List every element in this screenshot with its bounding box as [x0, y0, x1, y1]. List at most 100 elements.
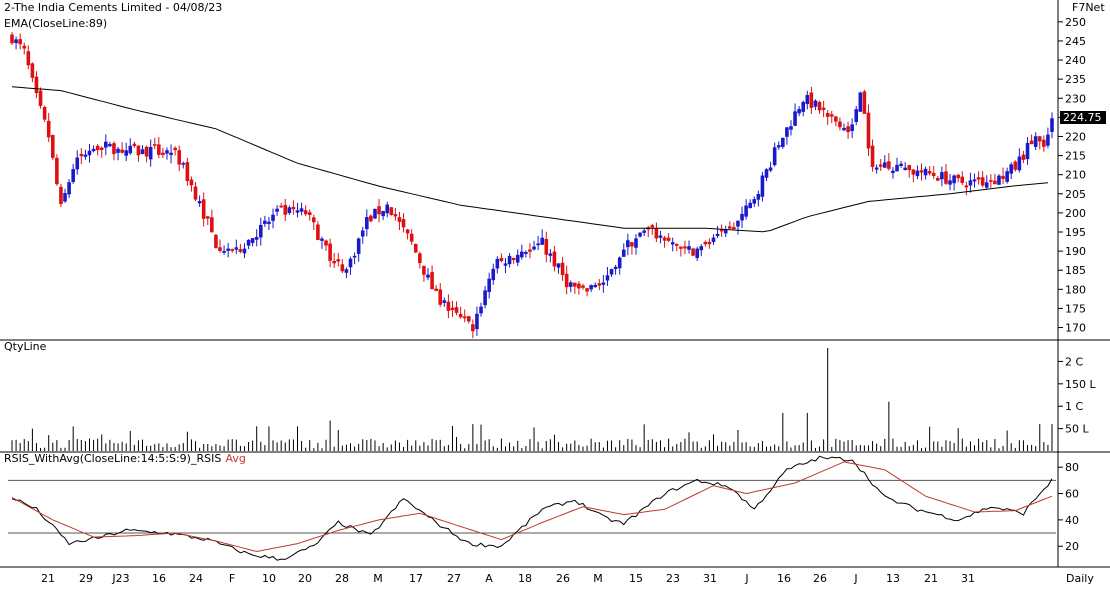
candle-body [214, 234, 218, 248]
date-tick-label: 27 [447, 572, 461, 585]
date-tick-label: 16 [152, 572, 166, 585]
candle-body [903, 167, 907, 170]
candle-body [736, 220, 740, 227]
date-tick-label: 26 [556, 572, 570, 585]
candle-body [817, 101, 822, 111]
candle-body [997, 175, 1001, 185]
candle-body [291, 206, 296, 210]
rsi-avg-label: Avg [226, 452, 246, 465]
candle-body [723, 229, 728, 234]
candle-body [919, 170, 924, 173]
candle-body [797, 109, 801, 114]
candle-body [71, 169, 75, 183]
candle-body [275, 208, 279, 212]
price-tick-label: 220 [1065, 130, 1086, 143]
candle-body [601, 282, 606, 285]
candle-body [597, 283, 602, 286]
candle-body [34, 76, 39, 94]
candle-body [26, 51, 31, 66]
date-tick-label: 23 [666, 572, 680, 585]
candle-body [495, 258, 500, 269]
candle-body [1005, 171, 1009, 182]
candle-body [923, 168, 928, 176]
candle-body [679, 246, 683, 249]
candle-body [434, 288, 438, 291]
date-tick-label: 18 [518, 572, 532, 585]
candle-body [316, 224, 320, 241]
candle-body [144, 146, 149, 157]
candle-body [1050, 118, 1054, 132]
candle-body [128, 145, 133, 154]
candle-body [846, 126, 850, 133]
date-tick-label: J23 [111, 572, 129, 585]
candle-body [874, 167, 879, 170]
candle-body [442, 300, 447, 303]
date-tick-label: 17 [409, 572, 423, 585]
candle-body [157, 144, 161, 155]
rsi-panel-title: RSIS_WithAvg(CloseLine:14:5:S:9)_RSIS Avg [4, 452, 246, 465]
candle-body [915, 170, 920, 177]
candle-body [230, 249, 235, 251]
candle-body [238, 249, 243, 252]
candle-body [169, 152, 173, 155]
candle-body [952, 175, 956, 184]
candle-body [960, 176, 965, 183]
candle-body [976, 177, 981, 180]
candle-body [821, 107, 826, 110]
candle-body [809, 92, 814, 108]
candle-body [14, 39, 18, 44]
candle-body [577, 283, 581, 289]
candle-body [108, 143, 112, 147]
candle-body [956, 174, 960, 179]
candle-body [307, 212, 312, 216]
candle-body [789, 126, 793, 130]
volume-tick-label: 2 C [1065, 355, 1083, 368]
candle-body [46, 120, 51, 138]
candle-body [825, 113, 830, 117]
candle-body [242, 248, 247, 254]
brand-label: F7Net [1072, 1, 1105, 14]
date-tick-label: 16 [777, 572, 791, 585]
candle-body [1013, 161, 1018, 170]
candle-body [540, 237, 544, 245]
price-tick-label: 215 [1065, 150, 1086, 163]
candle-body [964, 185, 969, 188]
candle-body [585, 288, 589, 292]
candle-body [148, 146, 153, 160]
candle-body [312, 217, 316, 223]
candle-body [907, 165, 912, 171]
candle-body [866, 112, 871, 149]
candle-body [426, 274, 430, 278]
candle-body [573, 282, 577, 287]
candle-body [466, 316, 471, 322]
candle-body [189, 179, 194, 186]
candle-body [642, 230, 646, 233]
rsi-tick-label: 80 [1065, 461, 1079, 474]
candle-body [658, 235, 663, 238]
candle-body [38, 90, 43, 106]
candle-body [785, 127, 789, 137]
candle-body [899, 163, 903, 166]
candle-body [405, 229, 410, 234]
volume-tick-label: 1 C [1065, 400, 1083, 413]
candle-body [401, 219, 406, 228]
candle-body [634, 238, 638, 248]
candle-body [1017, 156, 1022, 171]
date-tick-label: 10 [262, 572, 276, 585]
candle-body [536, 243, 540, 246]
price-tick-label: 205 [1065, 188, 1086, 201]
date-tick-label: M [373, 572, 383, 585]
candle-body [132, 143, 137, 147]
candle-body [589, 285, 593, 290]
volume-axis: 2 C 150 L 1 C 50 L [1058, 355, 1096, 436]
candle-body [605, 275, 610, 281]
candle-body [185, 162, 190, 182]
candle-body [454, 307, 459, 313]
candle-body [222, 251, 226, 253]
rsi-tick-label: 60 [1065, 488, 1079, 501]
candle-body [968, 180, 973, 186]
candle-body [887, 161, 891, 169]
date-tick-label: A [485, 572, 493, 585]
candle-body [181, 163, 186, 165]
